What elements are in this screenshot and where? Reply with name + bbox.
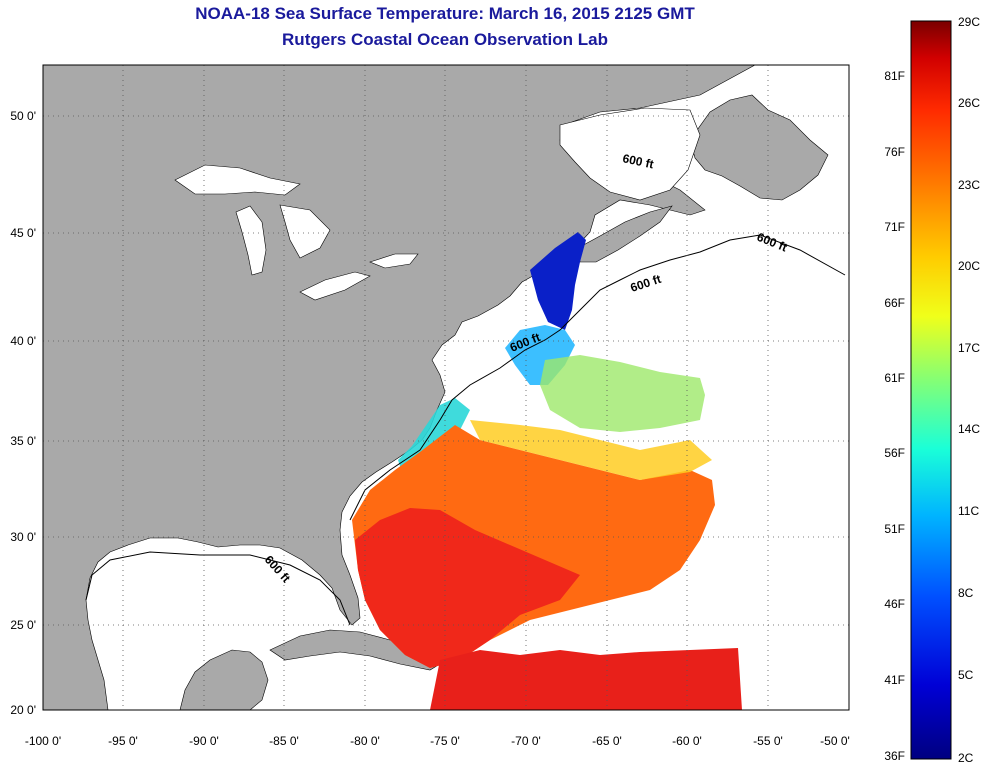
celsius-label: 5C [958, 668, 974, 682]
fahrenheit-label: 36F [884, 749, 905, 763]
yucatan-land [179, 649, 269, 710]
fahrenheit-label: 71F [884, 220, 905, 234]
sst-hot-south [430, 648, 742, 710]
celsius-label: 8C [958, 586, 974, 600]
fahrenheit-label: 56F [884, 446, 905, 460]
celsius-label: 14C [958, 422, 980, 436]
north-america-land [43, 65, 756, 710]
celsius-label: 26C [958, 96, 980, 110]
latitude-axis: 20 0' 25 0' 30 0' 35 0' 40 0' 45 0' 50 0… [10, 109, 36, 717]
gulf-st-lawrence [559, 107, 701, 201]
longitude-axis: -100 0' -95 0' -90 0' -85 0' -80 0' -75 … [25, 734, 850, 748]
celsius-label: 17C [958, 341, 980, 355]
temperature-colorbar [910, 20, 952, 760]
lon-tick: -75 0' [430, 734, 460, 748]
lat-tick: 35 0' [10, 434, 36, 448]
lon-tick: -80 0' [350, 734, 380, 748]
lon-tick: -90 0' [189, 734, 219, 748]
lon-tick: -85 0' [269, 734, 299, 748]
fahrenheit-label: 66F [884, 296, 905, 310]
lon-tick: -55 0' [753, 734, 783, 748]
contour-label: 600 ft [621, 151, 655, 171]
lon-tick: -65 0' [592, 734, 622, 748]
lake-erie [299, 271, 371, 301]
fahrenheit-label: 51F [884, 522, 905, 536]
fahrenheit-label: 41F [884, 673, 905, 687]
sst-mid-green [540, 355, 705, 432]
newfoundland-land [689, 94, 829, 201]
map-subtitle: Rutgers Coastal Ocean Observation Lab [282, 30, 608, 49]
lon-tick: -60 0' [672, 734, 702, 748]
map-title: NOAA-18 Sea Surface Temperature: March 1… [195, 4, 695, 23]
colorbar-celsius-labels: 29C 26C 23C 20C 17C 14C 11C 8C 5C 2C [958, 15, 980, 765]
celsius-label: 11C [958, 504, 979, 518]
lat-tick: 20 0' [10, 703, 36, 717]
lake-ontario [369, 253, 419, 269]
lat-tick: 40 0' [10, 334, 36, 348]
sst-mid-yellow [470, 420, 712, 480]
lat-tick: 45 0' [10, 226, 36, 240]
lake-michigan [235, 205, 267, 276]
bathymetry-contour-600ft [85, 234, 846, 626]
lon-tick: -50 0' [820, 734, 850, 748]
celsius-label: 29C [958, 15, 980, 29]
lat-tick: 50 0' [10, 109, 36, 123]
fahrenheit-label: 46F [884, 597, 905, 611]
nova-scotia-land [577, 205, 673, 263]
map-frame [42, 64, 850, 711]
sst-hot-core [355, 508, 580, 668]
sst-cold-gulf-of-maine [530, 232, 586, 330]
colorbar-fahrenheit-labels: 81F 76F 71F 66F 61F 56F 51F 46F 41F 36F [884, 69, 905, 763]
lat-tick: 30 0' [10, 530, 36, 544]
lake-huron [279, 204, 331, 259]
fahrenheit-label: 61F [884, 371, 905, 385]
celsius-label: 20C [958, 259, 980, 273]
fahrenheit-label: 76F [884, 145, 905, 159]
cuba-land [269, 629, 441, 671]
celsius-label: 2C [958, 751, 974, 765]
celsius-label: 23C [958, 178, 980, 192]
fahrenheit-label: 81F [884, 69, 905, 83]
lon-tick: -70 0' [511, 734, 541, 748]
lon-tick: -100 0' [25, 734, 61, 748]
lake-superior [174, 164, 301, 196]
lon-tick: -95 0' [108, 734, 138, 748]
lat-tick: 25 0' [10, 618, 36, 632]
sst-cool-coast [398, 398, 470, 472]
